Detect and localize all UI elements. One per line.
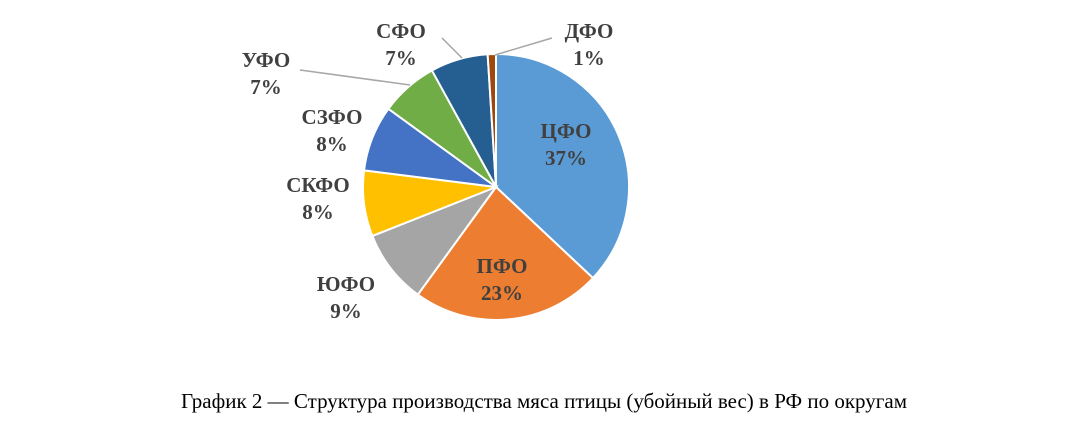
slice-percent-label: 8% <box>316 132 348 156</box>
pie-slice-2 <box>416 185 595 321</box>
slice-category-label: СФО <box>376 19 426 43</box>
pie-chart-svg: ЦФО 37% ПФО 23% ЮФО 9% СКФО 8% СЗФО 8% УФО 7% СФО 7% Д… <box>242 19 630 323</box>
slices-layer <box>362 52 630 321</box>
slice-category-label: ЮФО <box>317 272 375 296</box>
leader-lines-layer <box>299 37 553 86</box>
slice-percent-label: 7% <box>250 75 282 99</box>
leader-line-8 <box>494 37 553 56</box>
slice-category-label: ПФО <box>477 254 528 278</box>
slice-category-label: ДФО <box>565 19 614 43</box>
slice-percent-label: 37% <box>545 146 587 170</box>
slice-percent-label: 1% <box>573 46 605 70</box>
slice-percent-label: 8% <box>302 200 334 224</box>
labels-layer: ЦФО 37% ПФО 23% ЮФО 9% СКФО 8% СЗФО 8% УФО 7% СФО 7% Д… <box>242 19 614 323</box>
slice-category-label: УФО <box>242 48 290 72</box>
pie-chart: ЦФО 37% ПФО 23% ЮФО 9% СКФО 8% СЗФО 8% УФО 7% СФО 7% Д… <box>242 19 630 323</box>
chart-caption: График 2 — Структура производства мяса п… <box>180 389 908 413</box>
slice-percent-label: 9% <box>330 299 362 323</box>
leader-line-7 <box>441 37 463 59</box>
slice-category-label: СЗФО <box>302 105 363 129</box>
slice-category-label: СКФО <box>286 173 349 197</box>
leader-line-6 <box>299 69 411 86</box>
slice-percent-label: 23% <box>481 281 523 305</box>
slice-percent-label: 7% <box>385 46 417 70</box>
slice-category-label: ЦФО <box>541 119 592 143</box>
pie-slice-1 <box>495 52 630 280</box>
